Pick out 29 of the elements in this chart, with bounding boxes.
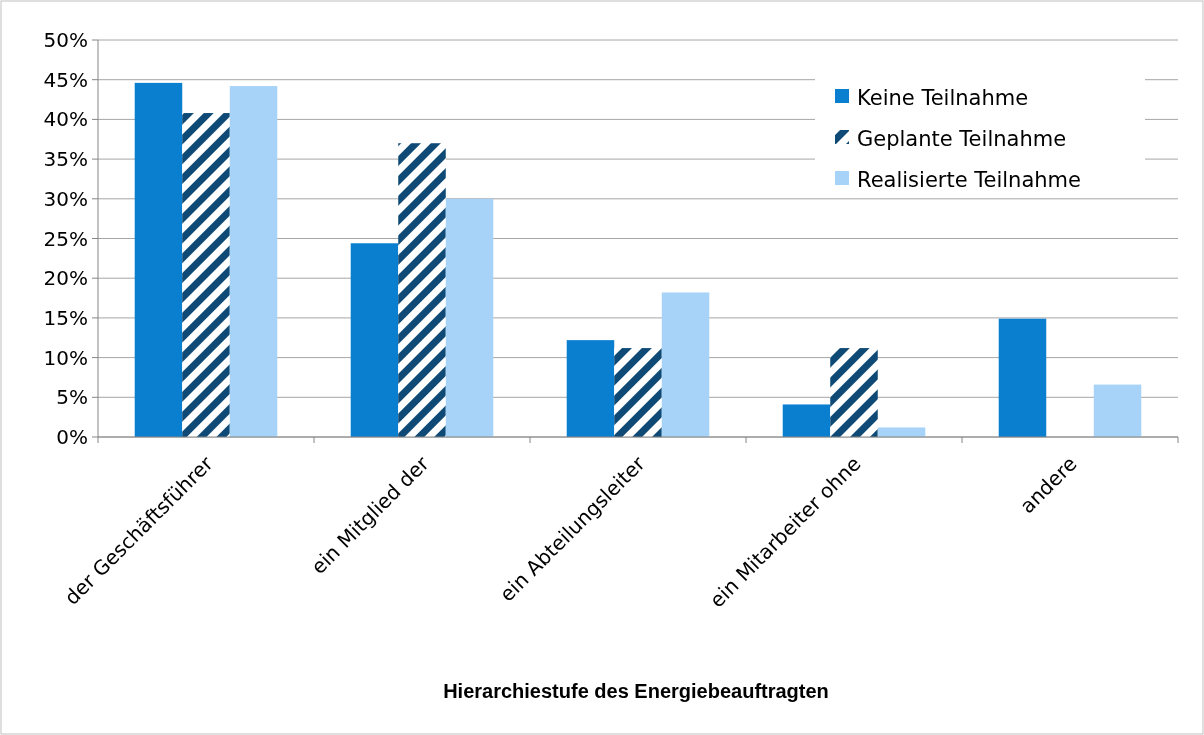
bar <box>1093 384 1142 437</box>
bar <box>782 404 831 437</box>
bar <box>182 113 230 437</box>
y-tick-label: 10% <box>43 345 88 370</box>
bar <box>350 243 399 437</box>
bar <box>830 348 878 437</box>
y-tick-label: 40% <box>43 107 88 132</box>
bar <box>134 82 183 437</box>
bar <box>614 348 662 437</box>
y-tick-label: 50% <box>43 28 88 52</box>
y-tick-label: 45% <box>43 67 88 92</box>
y-tick-label: 25% <box>43 226 88 251</box>
y-tick-label: 20% <box>43 266 88 291</box>
bar <box>445 198 494 437</box>
y-tick-label: 35% <box>43 147 88 172</box>
legend-label: Realisierte Teilnahme <box>857 168 1081 193</box>
y-tick-label: 30% <box>43 186 88 211</box>
bar <box>566 340 615 437</box>
legend-label: Geplante Teilnahme <box>857 127 1067 152</box>
bar <box>398 143 446 437</box>
x-axis-title: Hierarchiestufe des Energiebeauftragten <box>443 680 829 702</box>
bar <box>661 292 710 437</box>
y-tick-label: 0% <box>56 425 88 449</box>
bar <box>877 427 926 437</box>
y-tick-label: 15% <box>43 305 88 330</box>
bar <box>229 86 278 437</box>
y-tick-label: 5% <box>56 385 88 410</box>
legend-label: Keine Teilnahme <box>857 86 1029 111</box>
bar <box>998 318 1047 437</box>
